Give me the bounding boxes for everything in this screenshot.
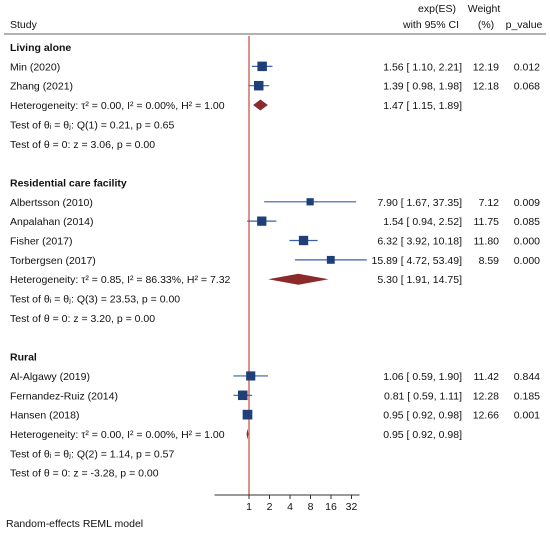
study-label: Al-Algawy (2019) bbox=[10, 371, 90, 383]
test-note: Test of θᵢ = θⱼ: Q(2) = 1.14, p = 0.57 bbox=[10, 448, 174, 460]
study-marker bbox=[242, 409, 253, 420]
test-note: Test of θ = 0: z = 3.20, p = 0.00 bbox=[10, 313, 155, 325]
pvalue-text: 0.009 bbox=[514, 197, 540, 209]
pvalue-text: 0.001 bbox=[514, 410, 540, 422]
study-marker bbox=[257, 216, 267, 226]
ci-text: 7.90 [ 1.67, 37.35] bbox=[377, 197, 462, 209]
weight-text: 12.19 bbox=[473, 61, 499, 73]
header-study: Study bbox=[10, 19, 38, 31]
x-tick-label: 8 bbox=[308, 501, 314, 513]
ci-text: 1.06 [ 0.59, 1.90] bbox=[383, 371, 462, 383]
header-es-line1: exp(ES) bbox=[418, 3, 456, 15]
x-tick-label: 4 bbox=[287, 501, 293, 513]
weight-text: 8.59 bbox=[479, 255, 500, 267]
ci-text: 0.95 [ 0.92, 0.98] bbox=[383, 410, 462, 422]
weight-text: 11.42 bbox=[474, 371, 500, 383]
header-weight-line2: (%) bbox=[478, 19, 494, 31]
pvalue-text: 0.012 bbox=[514, 61, 540, 73]
pvalue-text: 0.185 bbox=[514, 390, 540, 402]
weight-text: 11.75 bbox=[474, 216, 500, 228]
study-marker bbox=[298, 235, 309, 246]
study-marker bbox=[306, 198, 314, 206]
weight-text: 11.80 bbox=[474, 236, 500, 248]
ci-text: 1.56 [ 1.10, 2.21] bbox=[383, 61, 462, 73]
ci-text: 0.95 [ 0.92, 0.98] bbox=[383, 429, 462, 441]
pvalue-text: 0.000 bbox=[514, 236, 540, 248]
group-label: Living alone bbox=[10, 42, 71, 54]
study-marker bbox=[326, 255, 335, 264]
x-tick-label: 1 bbox=[246, 501, 252, 513]
ci-text: 1.54 [ 0.94, 2.52] bbox=[383, 216, 462, 228]
study-label: Fisher (2017) bbox=[10, 236, 72, 248]
group-label: Rural bbox=[10, 352, 37, 364]
study-label: Fernandez-Ruiz (2014) bbox=[10, 390, 118, 402]
x-axis: 1 2 4 8 16 32 bbox=[214, 494, 360, 513]
overall-diamond bbox=[253, 99, 268, 111]
overall-diamond bbox=[246, 428, 249, 440]
header-weight-line1: Weight bbox=[468, 3, 501, 15]
ci-text: 15.89 [ 4.72, 53.49] bbox=[372, 255, 463, 267]
header-pvalue: p_value bbox=[506, 19, 543, 31]
study-label: Albertsson (2010) bbox=[10, 197, 93, 209]
x-tick-label: 32 bbox=[346, 501, 358, 513]
header-es-line2: with 95% CI bbox=[402, 19, 459, 31]
study-label: Anpalahan (2014) bbox=[10, 216, 93, 228]
study-marker bbox=[253, 80, 264, 91]
study-label: Torbergsen (2017) bbox=[10, 255, 96, 267]
test-note: Test of θ = 0: z = 3.06, p = 0.00 bbox=[10, 139, 155, 151]
heterogeneity-label: Heterogeneity: τ² = 0.00, I² = 0.00%, H²… bbox=[10, 429, 225, 441]
study-label: Zhang (2021) bbox=[10, 81, 73, 93]
ci-text: 6.32 [ 3.92, 10.18] bbox=[377, 236, 462, 248]
test-note: Test of θᵢ = θⱼ: Q(1) = 0.21, p = 0.65 bbox=[10, 119, 174, 131]
weight-text: 12.28 bbox=[473, 390, 499, 402]
group-label: Residential care facility bbox=[10, 177, 127, 189]
weight-text: 7.12 bbox=[479, 197, 500, 209]
pvalue-text: 0.000 bbox=[514, 255, 540, 267]
x-tick-label: 16 bbox=[325, 501, 337, 513]
heterogeneity-label: Heterogeneity: τ² = 0.00, I² = 0.00%, H²… bbox=[10, 100, 225, 112]
heterogeneity-label: Heterogeneity: τ² = 0.85, I² = 86.33%, H… bbox=[10, 274, 231, 286]
test-note: Test of θᵢ = θⱼ: Q(3) = 23.53, p = 0.00 bbox=[10, 294, 180, 306]
ci-text: 1.39 [ 0.98, 1.98] bbox=[383, 81, 462, 93]
study-marker bbox=[238, 390, 248, 401]
pvalue-text: 0.068 bbox=[514, 81, 540, 93]
marks-layer bbox=[233, 36, 367, 495]
overall-diamond bbox=[268, 273, 329, 285]
study-label: Min (2020) bbox=[10, 61, 60, 73]
ci-text: 0.81 [ 0.59, 1.11] bbox=[384, 390, 462, 402]
rows-layer: Living alone Min (2020) 1.56 [ 1.10, 2.21]… bbox=[10, 42, 540, 480]
test-note: Test of θ = 0: z = -3.28, p = 0.00 bbox=[10, 468, 159, 480]
study-label: Hansen (2018) bbox=[10, 410, 79, 422]
ci-text: 5.30 [ 1.91, 14.75] bbox=[377, 274, 462, 286]
study-marker bbox=[257, 61, 267, 72]
study-marker bbox=[246, 371, 256, 381]
pvalue-text: 0.844 bbox=[514, 371, 540, 383]
weight-text: 12.18 bbox=[473, 81, 499, 93]
x-tick-label: 2 bbox=[267, 501, 273, 513]
weight-text: 12.66 bbox=[473, 410, 499, 422]
model-footer: Random-effects REML model bbox=[6, 518, 143, 530]
pvalue-text: 0.085 bbox=[514, 216, 540, 228]
ci-text: 1.47 [ 1.15, 1.89] bbox=[383, 100, 462, 112]
